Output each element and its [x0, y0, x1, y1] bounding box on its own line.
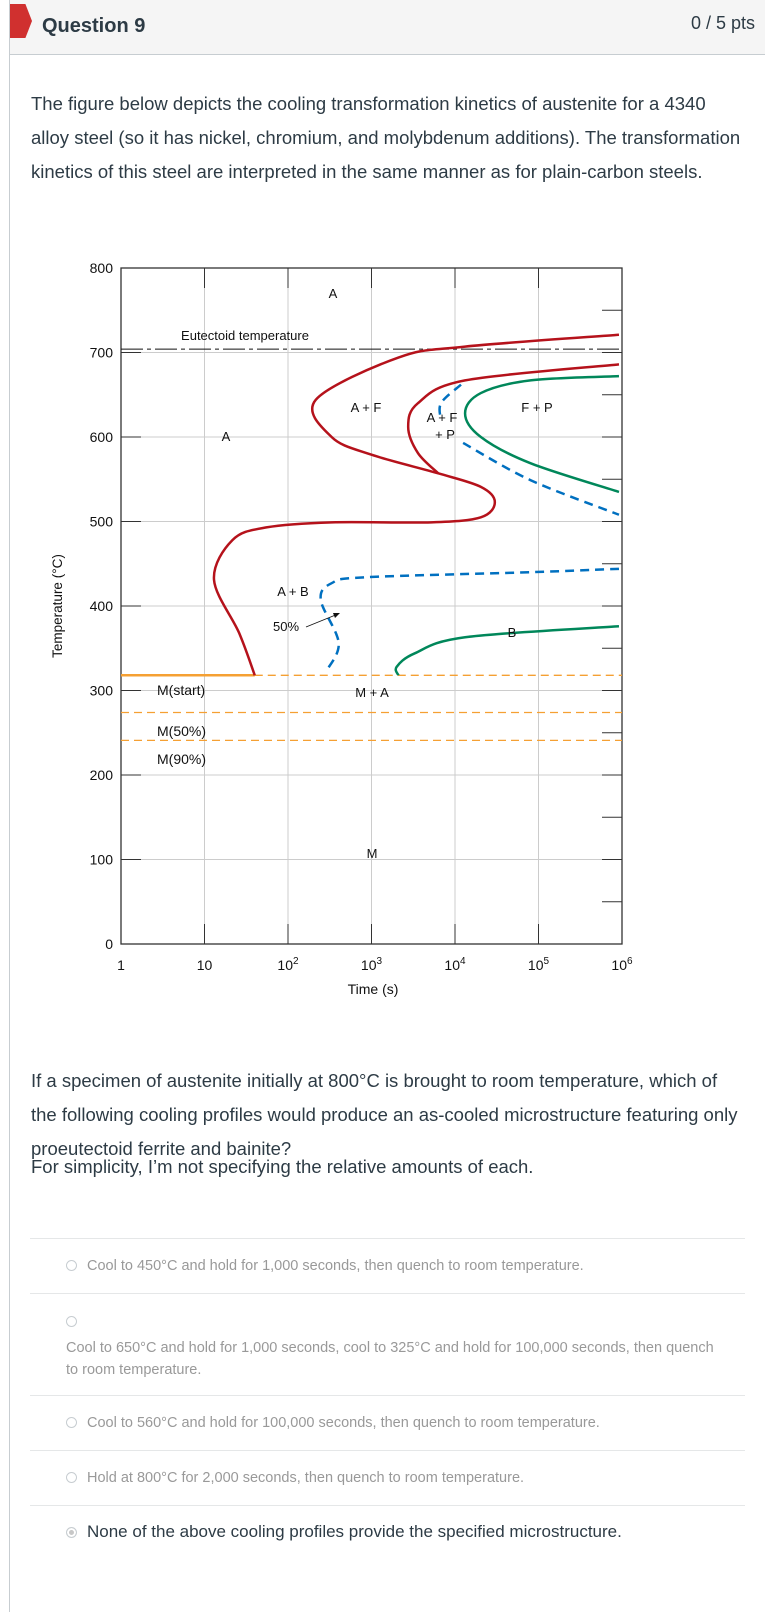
- x-tick-label: 103: [361, 956, 383, 973]
- region-label: M + A: [355, 685, 389, 700]
- y-tick-label: 800: [90, 260, 114, 276]
- flag-icon: [10, 4, 32, 38]
- page-left-border: [9, 0, 10, 1612]
- plot-frame: [120, 267, 623, 945]
- answer-option[interactable]: Cool to 650°C and hold for 1,000 seconds…: [30, 1293, 745, 1396]
- question-title: Question 9: [42, 15, 146, 37]
- points: 0 / 5 pts: [690, 13, 755, 33]
- region-label: M: [367, 846, 378, 861]
- answer-text: None of the above cooling profiles provi…: [87, 1522, 622, 1541]
- m90-label: M(90%): [157, 751, 206, 767]
- region-label: 50%: [273, 619, 299, 634]
- curve-ferrite-finish: [406, 363, 620, 475]
- y-tick-label: 0: [105, 936, 113, 952]
- question-header: Question 9 0 / 5 pts: [10, 0, 765, 55]
- x-axis-label: Time (s): [348, 981, 399, 997]
- x-tick-label: 1: [117, 957, 125, 973]
- answer-option[interactable]: Cool to 450°C and hold for 1,000 seconds…: [30, 1238, 745, 1294]
- answer-option-selected[interactable]: None of the above cooling profiles provi…: [30, 1505, 745, 1566]
- answer-text: Cool to 450°C and hold for 1,000 seconds…: [87, 1257, 584, 1274]
- x-tick-label: 106: [611, 956, 633, 973]
- ttt-chart: A A A + F A + F + P F + P A + B 50% B M …: [50, 260, 633, 997]
- ms-label: M(start): [157, 682, 205, 698]
- curve-pearlite-50-upper: [438, 383, 462, 421]
- region-label: A + F: [351, 400, 382, 415]
- region-label: A + B: [277, 584, 308, 599]
- radio-button[interactable]: [66, 1260, 77, 1272]
- x-tick-label: 102: [277, 956, 299, 973]
- x-tick-label: 105: [528, 956, 550, 973]
- y-tick-label: 500: [90, 514, 114, 530]
- answer-text: Cool to 650°C and hold for 1,000 seconds…: [66, 1340, 714, 1378]
- curve-start: [212, 333, 620, 676]
- radio-button[interactable]: [66, 1417, 77, 1429]
- y-tick-label: 200: [90, 767, 114, 783]
- region-label: B: [508, 625, 517, 640]
- x-tick-label: 104: [444, 956, 466, 973]
- y-axis-label: Temperature (°C): [50, 554, 65, 658]
- answer-option[interactable]: Cool to 560°C and hold for 100,000 secon…: [30, 1395, 745, 1451]
- region-label: A + F: [427, 410, 458, 425]
- fifty-percent-arrow: [305, 613, 339, 628]
- y-tick-label: 400: [90, 598, 114, 614]
- y-tick-label: 700: [90, 345, 114, 361]
- question-prompt: If a specimen of austenite initially at …: [31, 1070, 738, 1159]
- x-tick-label: 10: [197, 957, 213, 973]
- region-label: + P: [435, 427, 455, 442]
- radio-button-selected[interactable]: [66, 1526, 77, 1538]
- y-tick-label: 600: [90, 429, 114, 445]
- answer-text: Cool to 560°C and hold for 100,000 secon…: [87, 1414, 600, 1431]
- answer-text: Hold at 800°C for 2,000 seconds, then qu…: [87, 1469, 525, 1486]
- curve-pearlite-finish: [463, 374, 620, 494]
- curve-bainite-finish: [394, 625, 620, 676]
- region-label: A: [329, 286, 338, 301]
- question-note: For simplicity, I’m not specifying the r…: [31, 1156, 534, 1177]
- answer-option[interactable]: Hold at 800°C for 2,000 seconds, then qu…: [30, 1450, 745, 1506]
- y-tick-label: 300: [90, 683, 114, 699]
- question-intro: The figure below depicts the cooling tra…: [31, 93, 741, 182]
- curve-bainite-50: [319, 567, 620, 673]
- radio-button[interactable]: [66, 1472, 77, 1484]
- curve-pearlite-50-lower: [462, 441, 620, 516]
- radio-button[interactable]: [66, 1316, 77, 1328]
- arrowhead-icon: [333, 613, 340, 618]
- eutectoid-label: Eutectoid temperature: [181, 328, 309, 343]
- m50-label: M(50%): [157, 723, 206, 739]
- y-tick-label: 100: [90, 852, 114, 868]
- region-label: A: [222, 429, 231, 444]
- region-label: F + P: [521, 400, 552, 415]
